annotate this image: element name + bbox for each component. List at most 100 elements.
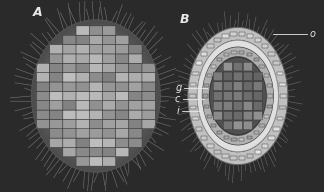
Bar (273, 127, 280, 131)
FancyBboxPatch shape (213, 111, 222, 120)
FancyBboxPatch shape (102, 82, 116, 91)
FancyBboxPatch shape (63, 147, 76, 157)
Bar (277, 117, 284, 120)
FancyBboxPatch shape (116, 54, 129, 63)
FancyBboxPatch shape (116, 35, 129, 45)
FancyBboxPatch shape (142, 91, 155, 101)
Bar (247, 136, 252, 139)
FancyBboxPatch shape (102, 91, 116, 101)
Text: g: g (175, 83, 182, 93)
Bar (264, 74, 269, 77)
Bar (255, 38, 261, 42)
FancyBboxPatch shape (89, 91, 102, 101)
Bar (203, 94, 208, 98)
FancyBboxPatch shape (142, 101, 155, 110)
FancyBboxPatch shape (50, 91, 63, 101)
Bar (222, 154, 229, 158)
FancyBboxPatch shape (116, 119, 129, 129)
Bar (207, 45, 214, 48)
FancyBboxPatch shape (116, 73, 129, 82)
FancyBboxPatch shape (89, 119, 102, 129)
FancyBboxPatch shape (243, 111, 252, 120)
Ellipse shape (93, 92, 99, 100)
FancyBboxPatch shape (63, 73, 76, 82)
FancyBboxPatch shape (233, 82, 242, 91)
FancyBboxPatch shape (129, 73, 142, 82)
Ellipse shape (44, 35, 147, 157)
FancyBboxPatch shape (63, 63, 76, 73)
Bar (217, 131, 222, 134)
FancyBboxPatch shape (129, 110, 142, 119)
FancyBboxPatch shape (37, 63, 50, 73)
Ellipse shape (41, 31, 151, 161)
FancyBboxPatch shape (89, 157, 102, 166)
FancyBboxPatch shape (102, 54, 116, 63)
Bar (230, 32, 237, 36)
Text: i: i (177, 106, 180, 116)
Bar (192, 117, 199, 120)
FancyBboxPatch shape (116, 63, 129, 73)
FancyBboxPatch shape (233, 62, 242, 71)
FancyBboxPatch shape (253, 101, 262, 110)
Bar (217, 58, 222, 61)
Bar (204, 84, 209, 87)
Bar (277, 72, 284, 75)
Bar (230, 156, 237, 160)
Ellipse shape (48, 39, 144, 153)
FancyBboxPatch shape (142, 119, 155, 129)
Ellipse shape (197, 40, 279, 152)
FancyBboxPatch shape (142, 82, 155, 91)
FancyBboxPatch shape (253, 111, 262, 120)
FancyBboxPatch shape (233, 111, 242, 120)
FancyBboxPatch shape (76, 157, 89, 166)
Bar (267, 84, 272, 87)
FancyBboxPatch shape (213, 82, 222, 91)
FancyBboxPatch shape (116, 45, 129, 54)
FancyBboxPatch shape (129, 54, 142, 63)
FancyBboxPatch shape (102, 157, 116, 166)
Bar (255, 150, 261, 154)
FancyBboxPatch shape (243, 92, 252, 100)
Ellipse shape (188, 27, 288, 165)
Bar (268, 52, 275, 56)
FancyBboxPatch shape (63, 138, 76, 147)
Ellipse shape (209, 56, 267, 136)
FancyBboxPatch shape (89, 147, 102, 157)
Ellipse shape (73, 69, 119, 123)
Ellipse shape (51, 43, 141, 149)
Bar (190, 106, 196, 109)
FancyBboxPatch shape (243, 101, 252, 110)
Ellipse shape (210, 58, 265, 134)
Bar (279, 106, 286, 109)
FancyBboxPatch shape (76, 91, 89, 101)
FancyBboxPatch shape (76, 54, 89, 63)
FancyBboxPatch shape (253, 72, 262, 81)
FancyBboxPatch shape (233, 121, 242, 130)
Ellipse shape (60, 54, 131, 138)
FancyBboxPatch shape (89, 82, 102, 91)
FancyBboxPatch shape (37, 91, 50, 101)
FancyBboxPatch shape (102, 35, 116, 45)
FancyBboxPatch shape (129, 82, 142, 91)
Text: B: B (180, 13, 189, 26)
FancyBboxPatch shape (37, 73, 50, 82)
FancyBboxPatch shape (129, 91, 142, 101)
FancyBboxPatch shape (243, 82, 252, 91)
Bar (239, 32, 245, 36)
FancyBboxPatch shape (76, 129, 89, 138)
FancyBboxPatch shape (63, 119, 76, 129)
FancyBboxPatch shape (213, 92, 222, 100)
FancyBboxPatch shape (213, 101, 222, 110)
Ellipse shape (64, 58, 128, 134)
FancyBboxPatch shape (253, 82, 262, 91)
FancyBboxPatch shape (102, 26, 116, 35)
FancyBboxPatch shape (116, 82, 129, 91)
FancyBboxPatch shape (50, 82, 63, 91)
FancyBboxPatch shape (76, 147, 89, 157)
FancyBboxPatch shape (102, 138, 116, 147)
FancyBboxPatch shape (63, 110, 76, 119)
FancyBboxPatch shape (63, 35, 76, 45)
FancyBboxPatch shape (253, 92, 262, 100)
Bar (201, 52, 207, 56)
FancyBboxPatch shape (243, 72, 252, 81)
